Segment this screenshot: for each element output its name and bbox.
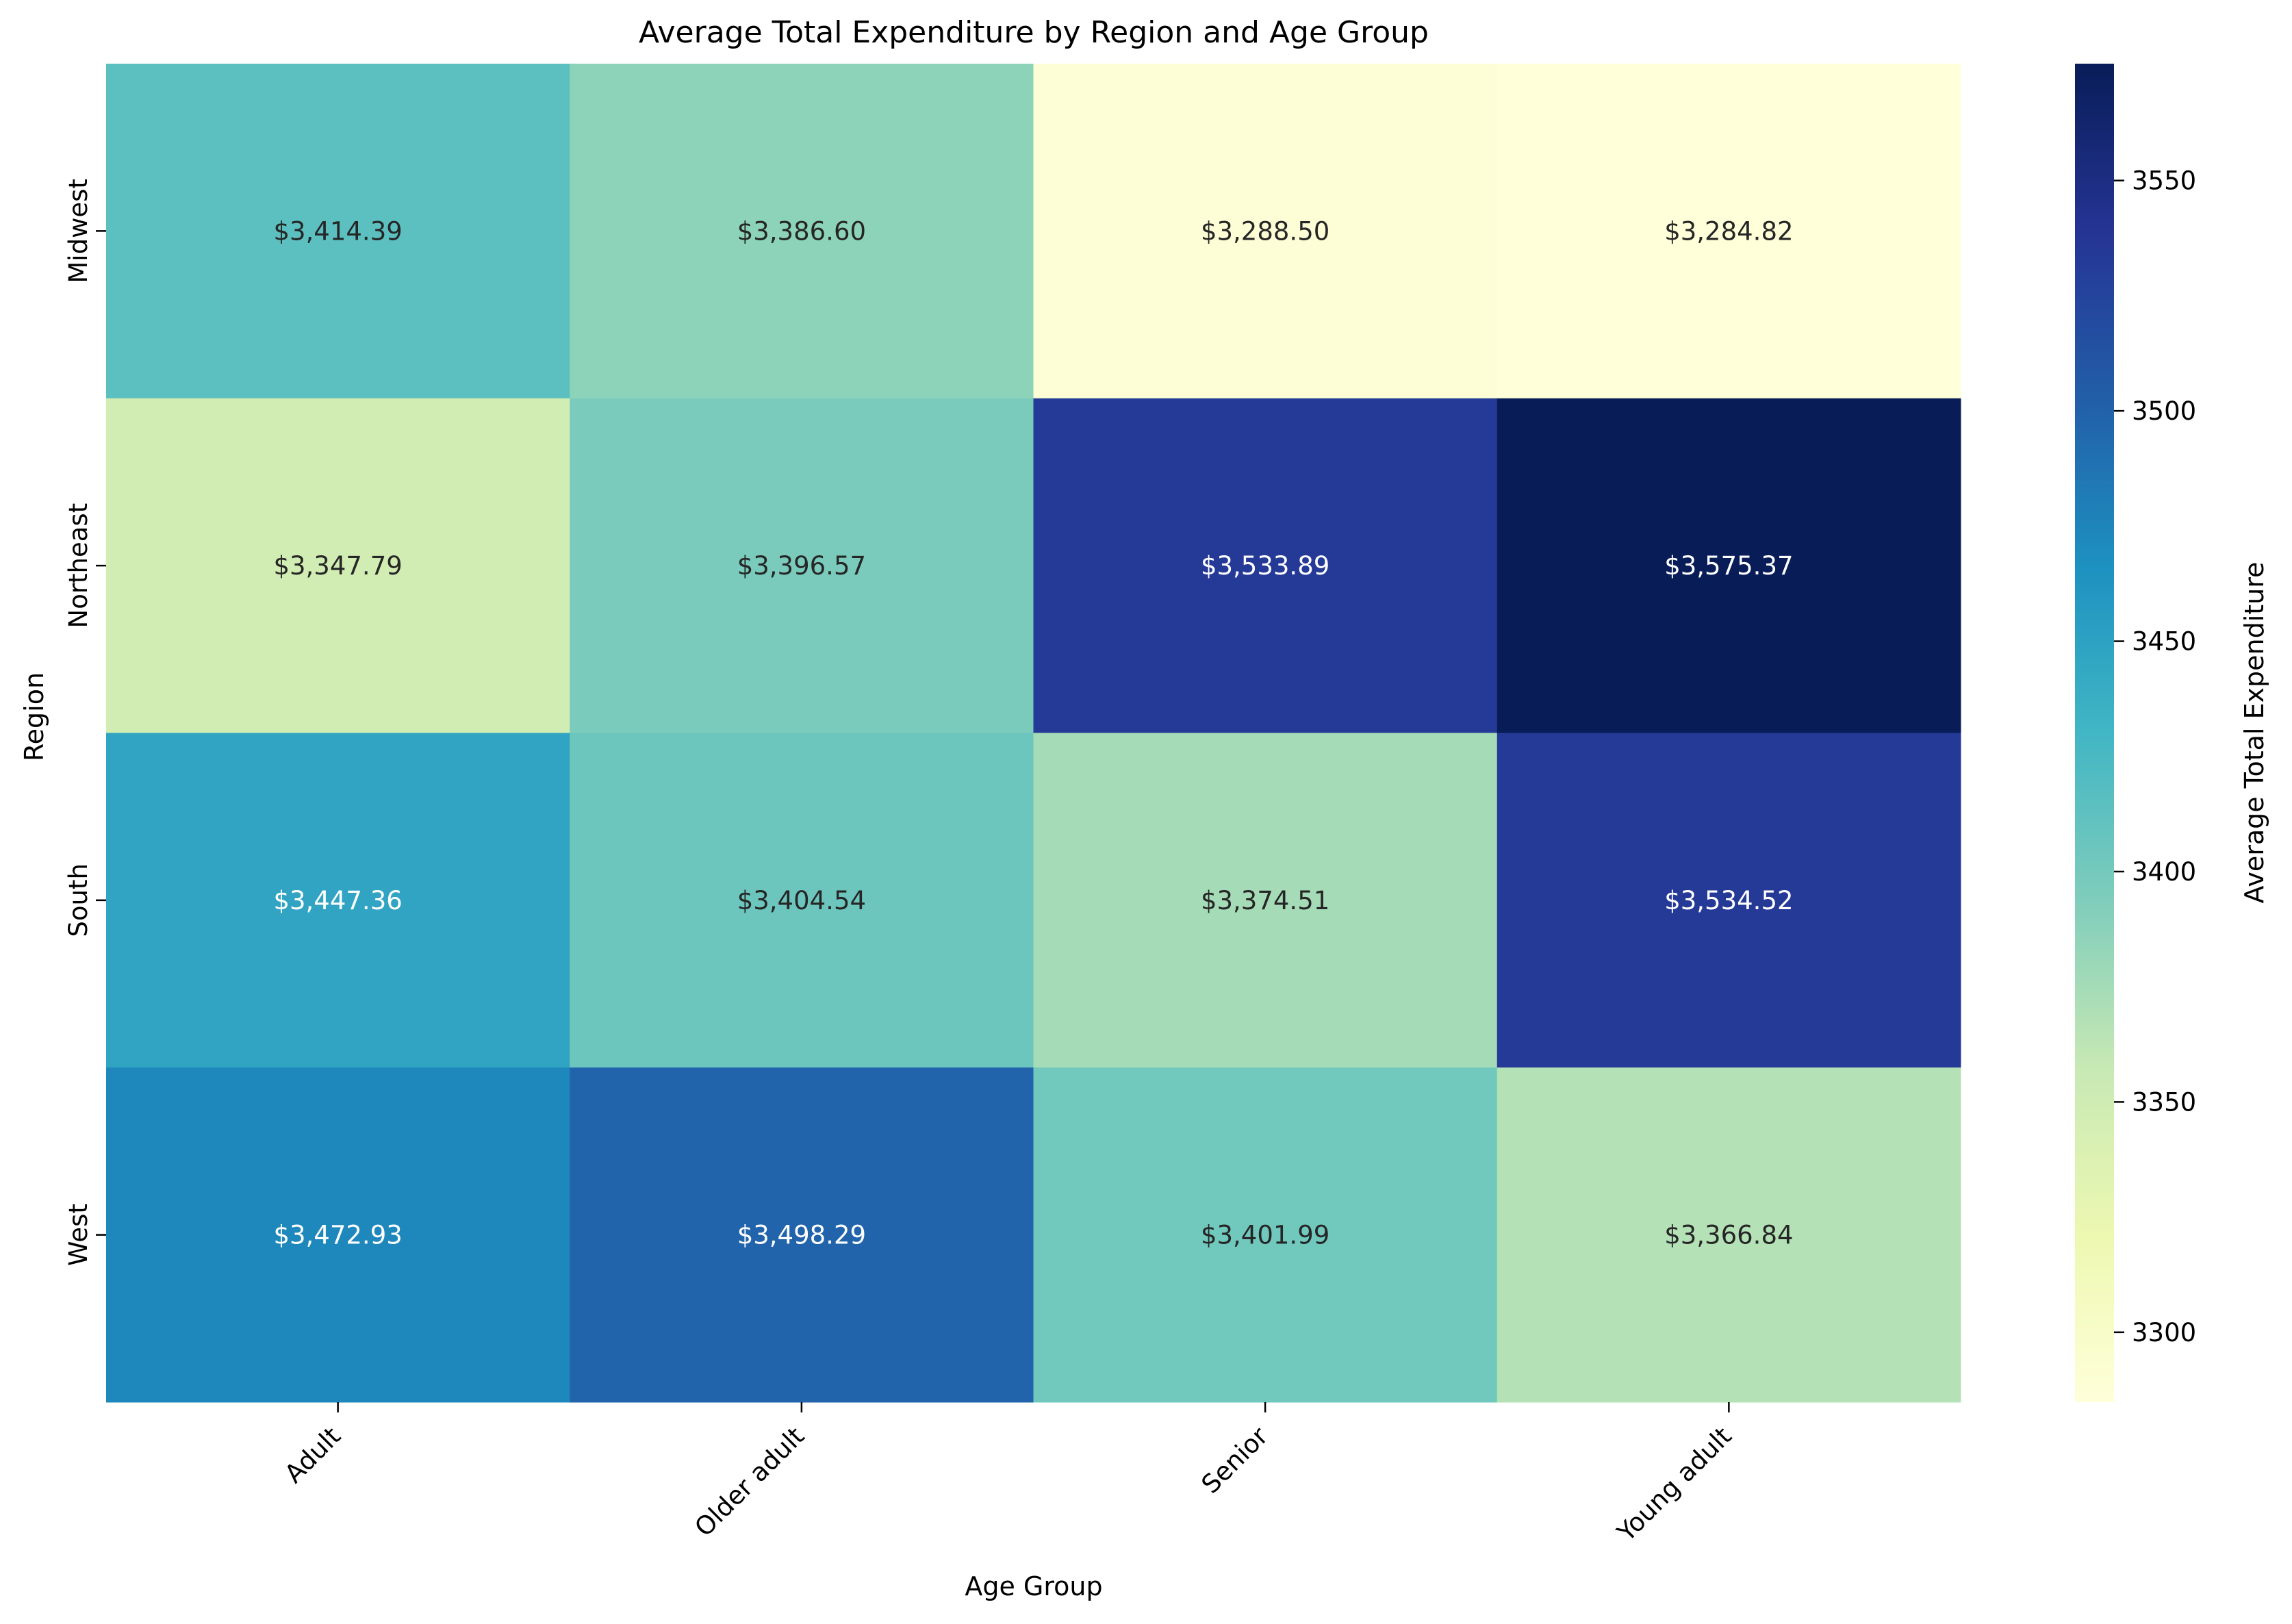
- colorbar-tick-label: 3300: [2132, 1318, 2196, 1347]
- cell-value-label: $3,284.82: [1664, 216, 1793, 246]
- y-axis: Midwest Northeast South West: [64, 179, 106, 1266]
- heatmap-cell: [570, 64, 1034, 399]
- heatmap-cell: [1033, 64, 1498, 399]
- heatmap-cell: [1497, 1067, 1961, 1403]
- y-tick-label: Midwest: [64, 179, 93, 283]
- colorbar-tick-label: 3500: [2132, 396, 2196, 426]
- colorbar-tick-label: 3450: [2132, 627, 2196, 657]
- y-axis-label: Region: [19, 672, 49, 761]
- colorbar-tick-label: 3550: [2132, 166, 2196, 196]
- cell-value-label: $3,575.37: [1664, 551, 1793, 581]
- heatmap-cell: [1033, 1067, 1498, 1403]
- heatmap-cell: [106, 64, 570, 399]
- cell-value-label: $3,472.93: [273, 1221, 402, 1250]
- heatmap-cell: [570, 398, 1034, 733]
- heatmap-cell: [570, 1067, 1034, 1403]
- cell-value-label: $3,386.60: [737, 216, 866, 246]
- cell-value-label: $3,396.57: [737, 551, 866, 581]
- y-tick-label: Northeast: [64, 503, 93, 629]
- cell-value-label: $3,366.84: [1664, 1221, 1793, 1250]
- colorbar: [2075, 64, 2114, 1402]
- heatmap-cell: [570, 733, 1034, 1068]
- heatmap-cell: [1497, 398, 1961, 733]
- x-axis-label: Age Group: [965, 1571, 1102, 1601]
- colorbar-ticks: 3300 3350 3400 3450 3500 3550: [2114, 166, 2196, 1347]
- colorbar-tick-label: 3350: [2132, 1087, 2196, 1117]
- heatmap-cell-labels: $3,414.39 $3,386.60 $3,288.50 $3,284.82 $3,3…: [273, 216, 1793, 1249]
- cell-value-label: $3,414.39: [273, 216, 402, 246]
- cell-value-label: $3,374.51: [1201, 886, 1329, 915]
- heatmap-cell: [1033, 398, 1498, 733]
- heatmap-cell: [106, 1067, 570, 1403]
- y-tick-label: West: [64, 1204, 93, 1266]
- x-axis: Adult Older adult Senior Young adult: [279, 1402, 1737, 1547]
- y-tick-label: South: [64, 863, 93, 937]
- colorbar-tick-label: 3400: [2132, 857, 2196, 887]
- heatmap-cell: [1033, 733, 1498, 1068]
- cell-value-label: $3,404.54: [737, 886, 866, 915]
- heatmap-cells: [106, 64, 1961, 1403]
- cell-value-label: $3,498.29: [737, 1221, 866, 1250]
- x-tick-label: Adult: [279, 1421, 346, 1489]
- chart-title: Average Total Expenditure by Region and …: [639, 15, 1429, 50]
- x-tick-label: Young adult: [1611, 1421, 1737, 1547]
- cell-value-label: $3,347.79: [273, 551, 402, 581]
- x-tick-label: Senior: [1196, 1421, 1274, 1499]
- heatmap-cell: [106, 398, 570, 733]
- cell-value-label: $3,288.50: [1201, 216, 1329, 246]
- heatmap-cell: [106, 733, 570, 1068]
- heatmap-cell: [1497, 733, 1961, 1068]
- heatmap-cell: [1497, 64, 1961, 399]
- colorbar-label: Average Total Expenditure: [2239, 562, 2269, 904]
- x-tick-label: Older adult: [689, 1421, 810, 1543]
- cell-value-label: $3,447.36: [273, 886, 402, 915]
- cell-value-label: $3,533.89: [1201, 551, 1329, 581]
- cell-value-label: $3,534.52: [1664, 886, 1793, 915]
- cell-value-label: $3,401.99: [1201, 1221, 1329, 1250]
